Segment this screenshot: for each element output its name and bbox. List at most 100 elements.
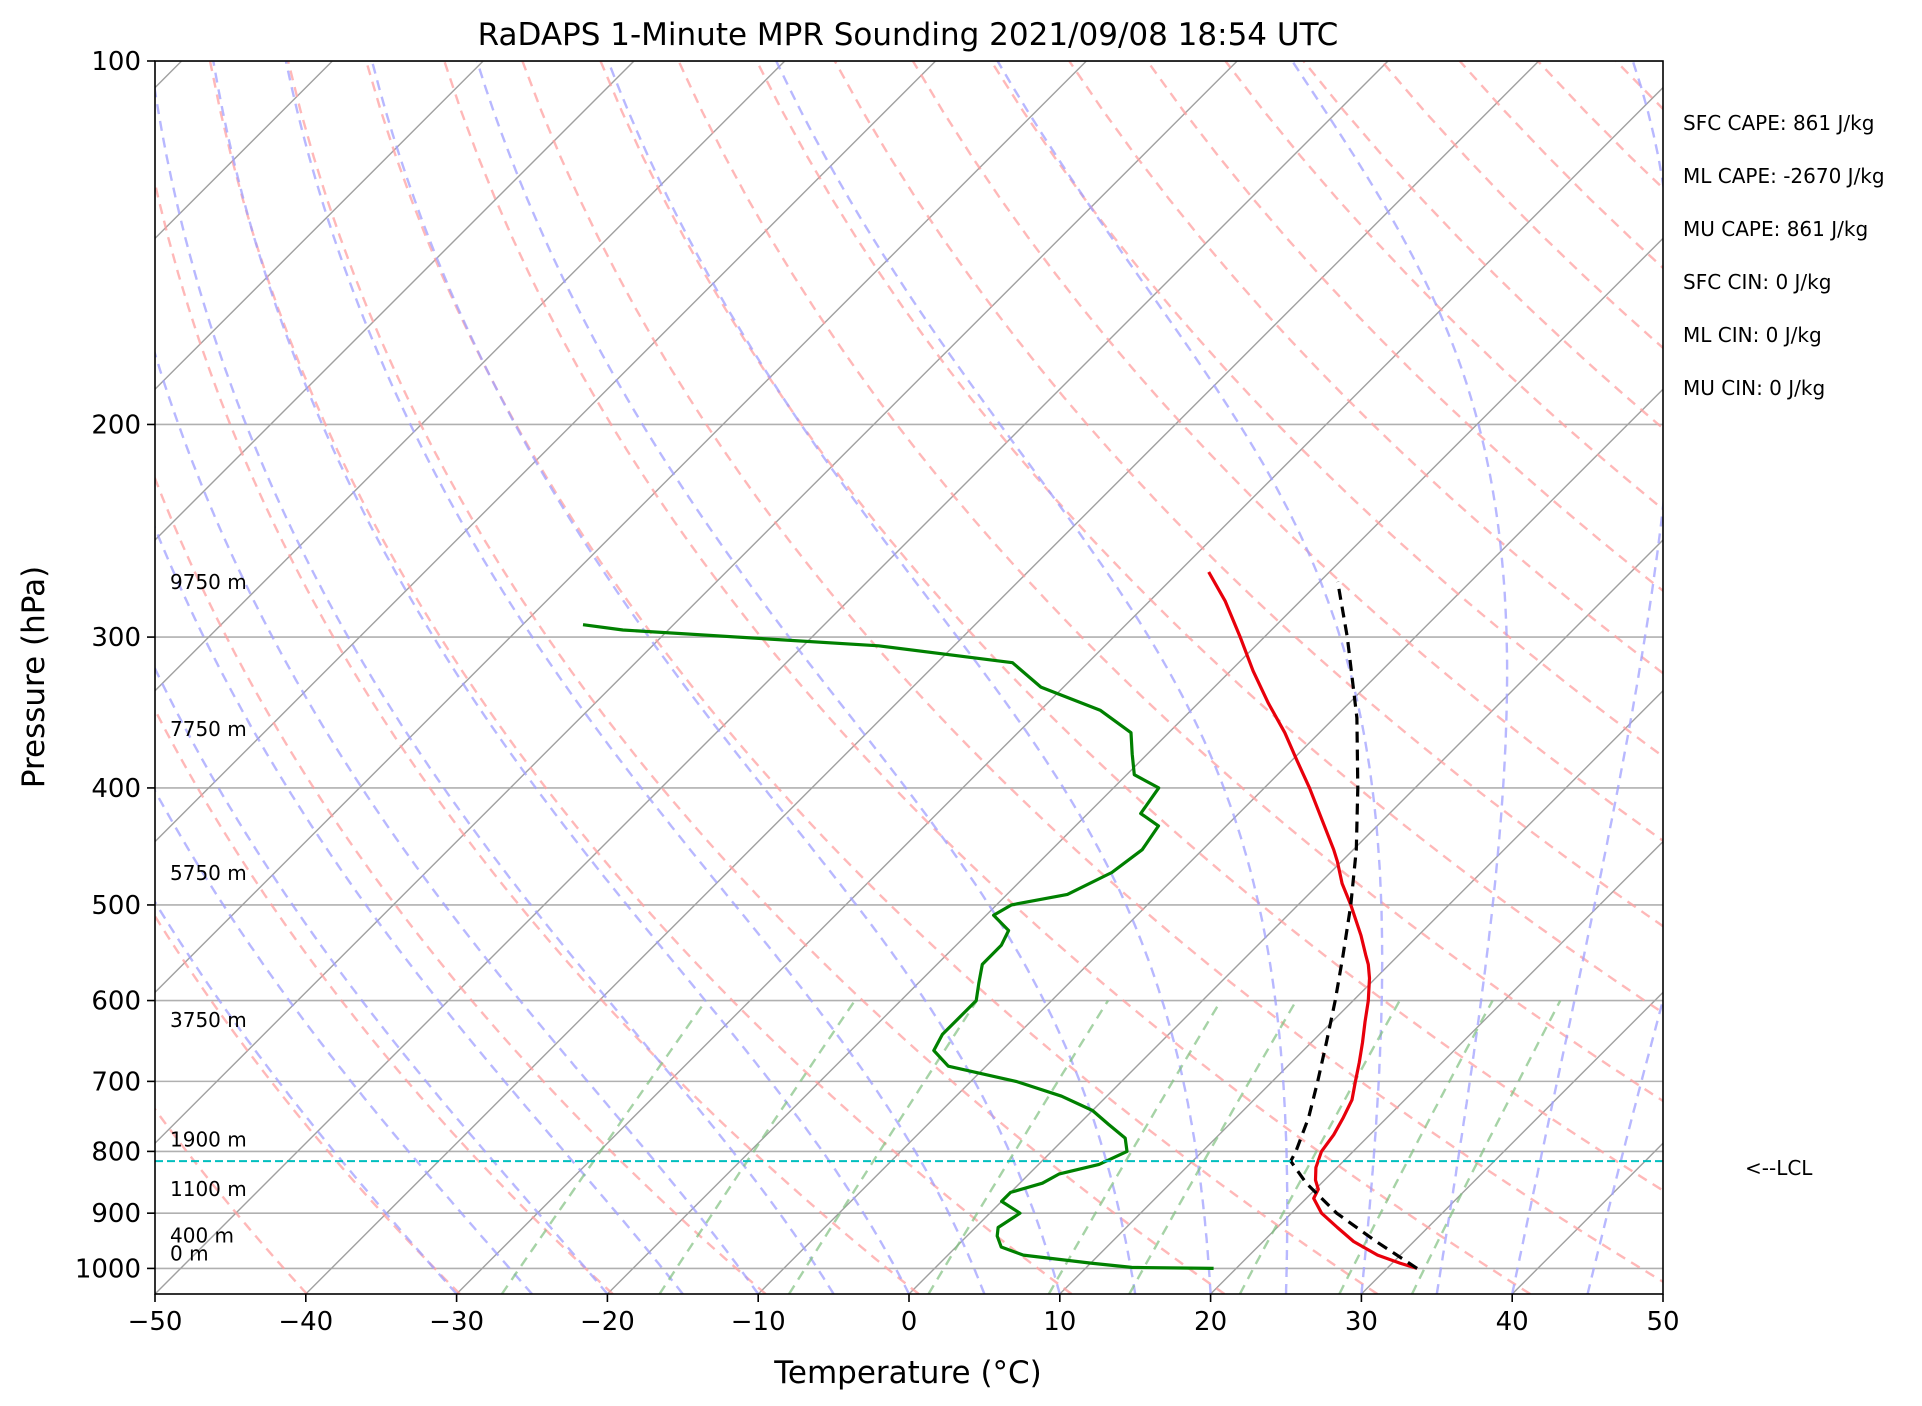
dry-adiabat-line — [365, 61, 1379, 1294]
lcl-label: <--LCL — [1745, 1156, 1813, 1180]
isotherm-line — [1210, 840, 1663, 1294]
y-tick-label: 900 — [91, 1199, 141, 1229]
isotherm-line — [155, 61, 937, 843]
x-tick-label: 50 — [1646, 1307, 1679, 1337]
y-tick-label: 800 — [91, 1137, 141, 1167]
isotherm-line — [155, 61, 1389, 1294]
stability-index-text: SFC CAPE: 861 J/kg — [1683, 111, 1874, 135]
moist-adiabat-line — [155, 524, 684, 1294]
isotherm-line — [1360, 991, 1663, 1294]
stability-index-text: ML CIN: 0 J/kg — [1683, 323, 1822, 347]
moist-adiabat-line — [370, 61, 1061, 1294]
stability-index-text: SFC CIN: 0 J/kg — [1683, 270, 1831, 294]
axis-ticks: −50 −40 −30 −20 −10 0 10 20 30 40 50 100 200 300 400 50… — [75, 47, 1680, 1337]
x-tick-label: −30 — [429, 1307, 484, 1337]
dry-adiabat-line — [155, 475, 767, 1294]
x-tick-label: 30 — [1345, 1307, 1378, 1337]
y-axis-label: Pressure (hPa) — [16, 566, 52, 788]
parcel-profile-profile-line — [1289, 581, 1418, 1270]
dry-adiabat-line — [989, 61, 1663, 758]
isotherm-line — [456, 86, 1663, 1294]
y-tick-label: 700 — [91, 1067, 141, 1097]
dry-adiabat-line — [755, 61, 1663, 1015]
isotherm-line — [155, 61, 1238, 1145]
moist-adiabat-line — [606, 61, 1212, 1294]
height-label: 400 m — [170, 1223, 234, 1247]
moist-adiabat-line — [775, 61, 1289, 1294]
chart-annotations: 9750 m 7750 m 5750 m 3750 m 1900 m 1100 m 400 … — [170, 111, 1885, 1265]
isotherm-line — [606, 237, 1663, 1294]
dry-adiabat-line — [677, 61, 1663, 1103]
y-tick-label: 500 — [91, 891, 141, 921]
moist-adiabat-line — [1511, 61, 1663, 1294]
stability-index-text: MU CIN: 0 J/kg — [1683, 376, 1825, 400]
temperature-profile-line — [1207, 571, 1418, 1270]
moist-adiabat-line — [996, 61, 1384, 1294]
isotherm-line — [908, 539, 1663, 1294]
x-axis-label: Temperature (°C) — [773, 1355, 1042, 1391]
dry-adiabat-line — [155, 177, 920, 1294]
mixing-ratio-line — [500, 999, 707, 1294]
y-tick-label: 100 — [91, 47, 141, 77]
isotherm-line — [155, 61, 635, 541]
sounding-profiles — [155, 571, 1663, 1270]
x-tick-label: −20 — [580, 1307, 635, 1337]
isotherm-line — [155, 61, 484, 391]
height-label: 1900 m — [170, 1128, 247, 1152]
x-tick-label: −50 — [128, 1307, 183, 1337]
stability-index-text: MU CAPE: 861 J/kg — [1683, 217, 1868, 241]
mixing-ratio-line — [1128, 999, 1298, 1294]
dry-adiabat-line — [443, 61, 1531, 1294]
height-label: 7750 m — [170, 717, 247, 741]
moist-adiabat-line — [475, 61, 1137, 1294]
dry-adiabat-line — [208, 61, 1073, 1294]
dry-adiabat-line — [521, 61, 1663, 1284]
moist-adiabat-line — [155, 349, 760, 1294]
y-tick-label: 1000 — [75, 1254, 141, 1284]
isotherm-line — [155, 61, 786, 692]
dry-adiabat-line — [1146, 61, 1663, 593]
y-tick-label: 600 — [91, 987, 141, 1017]
stability-index-text: ML CAPE: -2670 J/kg — [1683, 164, 1885, 188]
moist-adiabat-line — [1586, 995, 1663, 1294]
moist-adiabat-line — [155, 83, 835, 1294]
dry-adiabat-line — [155, 707, 614, 1294]
moist-adiabat-line — [212, 61, 911, 1294]
y-tick-label: 300 — [91, 623, 141, 653]
dry-adiabat-line — [833, 61, 1663, 928]
mixing-ratio-line — [787, 999, 978, 1294]
mixing-ratio-line — [658, 999, 856, 1294]
x-tick-label: 10 — [1043, 1307, 1076, 1337]
isotherm-line — [757, 388, 1663, 1294]
height-label: 1100 m — [170, 1177, 247, 1201]
height-label: 5750 m — [170, 861, 247, 885]
moist-adiabat-line — [1291, 61, 1509, 1294]
isotherm-line — [1059, 689, 1663, 1294]
dry-adiabat-line — [599, 61, 1663, 1192]
moist-adiabat-line — [155, 665, 609, 1294]
mixing-ratio-line — [1410, 1000, 1562, 1294]
height-label: 3750 m — [170, 1008, 247, 1032]
x-tick-label: 20 — [1194, 1307, 1227, 1337]
mixing-ratio-line — [1338, 1000, 1494, 1294]
moist-adiabat-line — [284, 61, 986, 1294]
y-tick-label: 400 — [91, 774, 141, 804]
isotherm-line — [155, 61, 1087, 994]
y-tick-label: 200 — [91, 410, 141, 440]
height-label: 9750 m — [170, 570, 247, 594]
dewpoint-profile-line — [582, 623, 1214, 1270]
x-tick-label: −10 — [731, 1307, 786, 1337]
chart-title: RaDAPS 1-Minute MPR Sounding 2021/09/08 … — [478, 17, 1339, 53]
x-tick-label: 40 — [1496, 1307, 1529, 1337]
dry-adiabat-line — [286, 61, 1226, 1294]
mixing-ratio-line — [1238, 1000, 1401, 1294]
x-tick-label: −40 — [278, 1307, 333, 1337]
background-lines — [155, 61, 1663, 1294]
x-tick-label: 0 — [901, 1307, 918, 1337]
moist-adiabat-line — [155, 788, 533, 1294]
isotherm-line — [305, 61, 1540, 1294]
height-label: 0 m — [170, 1241, 209, 1265]
dry-adiabat-line — [155, 913, 461, 1294]
